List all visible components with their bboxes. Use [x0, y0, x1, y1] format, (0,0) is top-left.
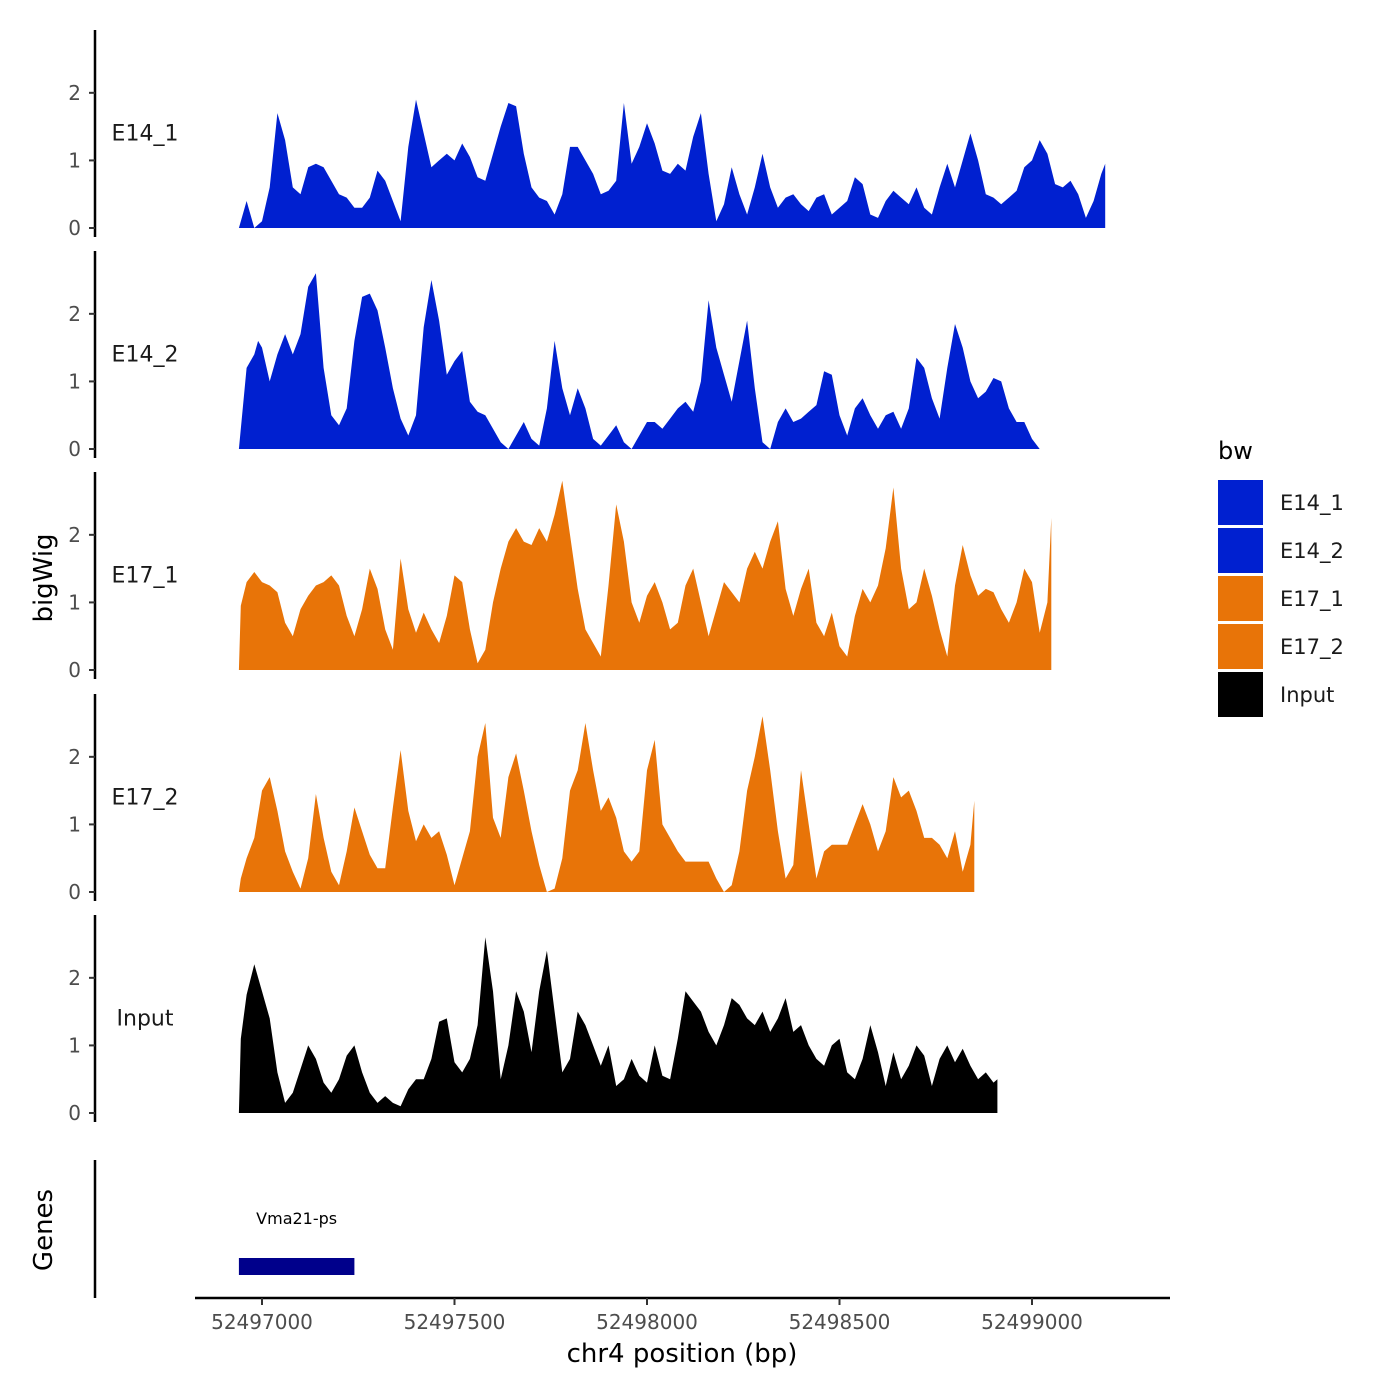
legend-swatch	[1218, 624, 1263, 669]
legend-label: E14_2	[1280, 539, 1344, 564]
gene-label: Vma21-ps	[256, 1209, 337, 1228]
legend-label: E14_1	[1280, 491, 1344, 516]
y-tick-label: 1	[68, 812, 81, 836]
track-label: Input	[117, 1006, 174, 1031]
y-tick-label: 0	[68, 216, 81, 240]
legend-item: E17_2	[1218, 624, 1344, 669]
y-axis-title: bigWig	[29, 533, 59, 622]
y-tick-label: 1	[68, 148, 81, 172]
y-tick-label: 1	[68, 590, 81, 614]
coverage-area-e17-2	[238, 716, 975, 892]
legend-swatch	[1218, 480, 1263, 525]
y-tick-label: 0	[68, 658, 81, 682]
track-label: E17_2	[112, 785, 179, 810]
y-tick-label: 1	[68, 369, 81, 393]
x-tick-label: 52498500	[789, 1310, 891, 1334]
bigwig-tracks: 0 1 2 E14_1 0 1 2 E14_2 0 1 2 E17_1 0 1 2 E17_2 0 1 2 Input	[68, 30, 1106, 1125]
genes-axis-title: Genes	[29, 1189, 59, 1271]
coverage-area-e14-2	[238, 273, 1040, 449]
legend-item: Input	[1218, 672, 1334, 717]
coverage-area-input	[238, 937, 998, 1113]
y-tick-label: 0	[68, 1101, 81, 1125]
track-e17-2: 0 1 2 E17_2	[68, 694, 975, 904]
legend-item: E17_1	[1218, 576, 1344, 621]
legend-swatch	[1218, 576, 1263, 621]
x-axis-title: chr4 position (bp)	[567, 1339, 798, 1369]
legend-item: E14_2	[1218, 528, 1344, 573]
legend: bw E14_1 E14_2 E17_1 E17_2 Input	[1218, 437, 1344, 717]
y-tick-label: 2	[68, 302, 81, 326]
track-e17-1: 0 1 2 E17_1	[68, 472, 1052, 682]
legend-label: E17_1	[1280, 587, 1344, 612]
y-tick-label: 2	[68, 966, 81, 990]
y-tick-label: 2	[68, 523, 81, 547]
coverage-area-e14-1	[238, 99, 1106, 228]
track-input: 0 1 2 Input	[68, 915, 998, 1125]
track-e14-1: 0 1 2 E14_1	[68, 30, 1106, 240]
gene-track: Vma21-ps	[93, 1160, 355, 1298]
track-label: E14_2	[112, 342, 179, 367]
coverage-area-e17-1	[238, 480, 1052, 670]
y-tick-label: 2	[68, 81, 81, 105]
gene-body	[238, 1258, 355, 1275]
track-e14-2: 0 1 2 E14_2	[68, 251, 1040, 461]
x-tick-label: 52498000	[596, 1310, 698, 1334]
y-tick-label: 0	[68, 437, 81, 461]
y-tick-label: 2	[68, 745, 81, 769]
x-tick-label: 52497000	[211, 1310, 313, 1334]
legend-label: E17_2	[1280, 635, 1344, 660]
x-axis: 52497000 52497500 52498000 52498500 52499000	[195, 1296, 1170, 1334]
legend-label: Input	[1280, 683, 1334, 707]
x-tick-label: 52497500	[404, 1310, 506, 1334]
x-tick-label: 52499000	[981, 1310, 1083, 1334]
y-tick-label: 0	[68, 880, 81, 904]
legend-title: bw	[1218, 437, 1253, 465]
track-label: E14_1	[112, 121, 179, 146]
legend-swatch	[1218, 528, 1263, 573]
legend-item: E14_1	[1218, 480, 1344, 525]
y-tick-label: 1	[68, 1033, 81, 1057]
track-label: E17_1	[112, 563, 179, 588]
legend-swatch	[1218, 672, 1263, 717]
